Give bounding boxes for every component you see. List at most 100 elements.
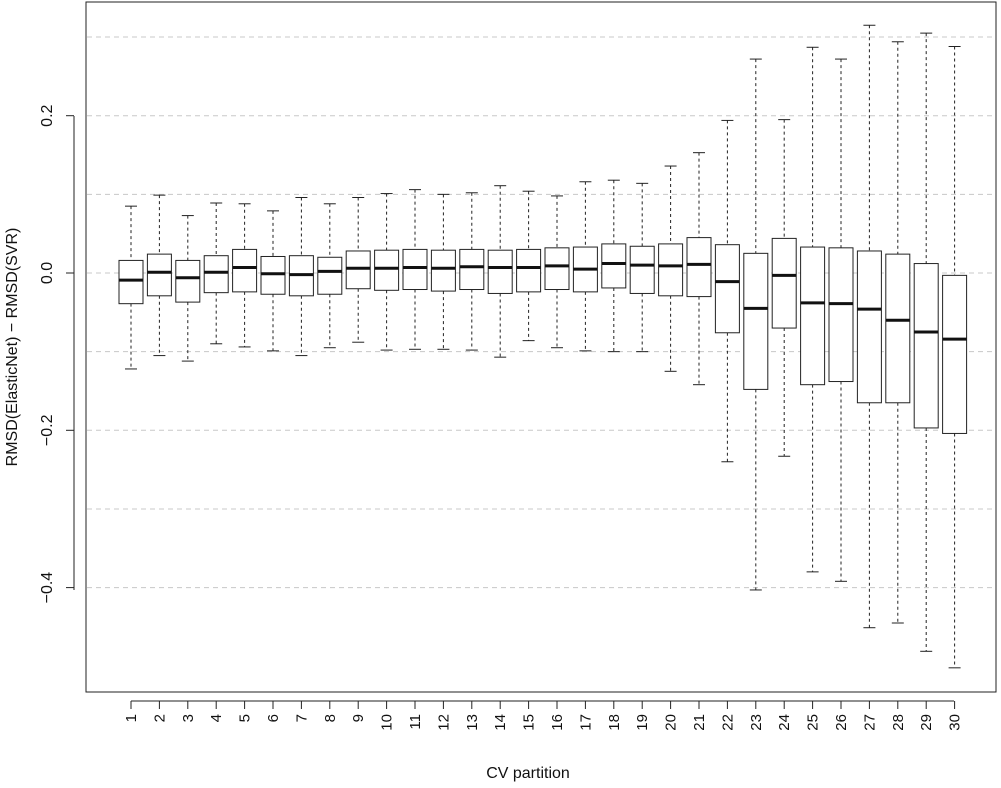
y-tick-label: 0.2: [39, 104, 56, 126]
box-group: [856, 24, 882, 629]
box-body: [260, 255, 286, 295]
box-group: [118, 205, 144, 370]
box-body: [714, 244, 740, 334]
x-tick-label: 14: [492, 714, 509, 731]
box-group: [317, 203, 343, 349]
box-body: [374, 249, 400, 291]
box-body: [885, 253, 911, 404]
y-axis-label: RMSD(ElasticNet) − RMSD(SVR): [4, 228, 21, 467]
box-group: [288, 196, 314, 357]
box-group: [516, 190, 542, 342]
box-body: [743, 252, 769, 390]
box-group: [828, 58, 854, 582]
box-body: [118, 259, 144, 305]
x-tick-label: 28: [890, 714, 907, 731]
x-tick-label: 6: [265, 714, 282, 722]
box-group: [459, 192, 485, 351]
box-body: [800, 246, 826, 386]
x-axis: 1 2 3 4 5 6 7 8 9 10 11 12 13 14 15 16 17 18 19 20 21 22 23 24 2…: [123, 700, 964, 731]
boxes: [118, 24, 968, 669]
x-tick-label: 30: [947, 714, 964, 731]
box-group: [686, 152, 712, 386]
box-group: [800, 46, 826, 573]
box-group: [203, 202, 229, 345]
box-body: [516, 248, 542, 293]
box-body: [459, 248, 485, 291]
x-tick-label: 11: [407, 714, 424, 730]
box-body: [232, 248, 258, 293]
box-group: [146, 194, 172, 357]
box-body: [544, 247, 570, 291]
box-body: [771, 237, 797, 329]
box-group: [175, 215, 201, 362]
x-tick-label: 23: [748, 714, 765, 731]
box-body: [175, 259, 201, 303]
box-body: [203, 255, 229, 294]
box-body: [686, 237, 712, 298]
x-tick-label: 22: [719, 714, 736, 731]
x-tick-label: 1: [123, 714, 140, 722]
box-body: [828, 247, 854, 383]
x-axis-label: CV partition: [486, 765, 570, 782]
box-body: [913, 263, 939, 429]
box-group: [771, 119, 797, 457]
box-body: [487, 249, 513, 294]
x-tick-label: 3: [180, 714, 197, 722]
y-tick-label: −0.4: [39, 572, 56, 604]
x-tick-label: 27: [861, 714, 878, 731]
box-body: [856, 250, 882, 404]
x-tick-label: 25: [805, 714, 822, 731]
y-tick-label: 0.0: [39, 262, 56, 284]
x-tick-label: 13: [464, 714, 481, 731]
box-group: [374, 193, 400, 351]
box-group: [232, 203, 258, 348]
box-group: [658, 165, 684, 372]
box-group: [260, 210, 286, 352]
x-tick-label: 21: [691, 714, 708, 731]
box-group: [430, 193, 456, 350]
box-group: [601, 179, 627, 353]
x-tick-label: 8: [322, 714, 339, 722]
box-group: [345, 196, 371, 343]
box-body: [430, 249, 456, 292]
x-tick-label: 24: [776, 714, 793, 731]
box-body: [402, 248, 428, 291]
box-body: [146, 253, 172, 297]
x-tick-label: 4: [208, 714, 225, 722]
box-group: [629, 182, 655, 353]
box-group: [714, 119, 740, 463]
box-body: [629, 245, 655, 294]
x-tick-label: 29: [918, 714, 935, 731]
x-tick-label: 16: [549, 714, 566, 731]
x-tick-label: 20: [663, 714, 680, 731]
x-tick-label: 5: [237, 714, 254, 722]
box-body: [317, 256, 343, 295]
box-group: [544, 195, 570, 349]
box-group: [942, 45, 968, 669]
x-tick-label: 9: [350, 714, 367, 722]
y-axis: −0.4 −0.2 0.0 0.2: [39, 104, 75, 604]
x-tick-label: 19: [634, 714, 651, 731]
x-tick-label: 17: [577, 714, 594, 731]
box-group: [743, 58, 769, 591]
plot-frame: [85, 1, 997, 693]
box-body: [601, 243, 627, 289]
y-tick-label: −0.2: [39, 414, 56, 446]
x-tick-label: 7: [293, 714, 310, 722]
box-body: [942, 274, 968, 434]
box-body: [658, 243, 684, 297]
box-body: [345, 250, 371, 290]
x-tick-label: 2: [151, 714, 168, 722]
x-tick-label: 15: [521, 714, 538, 731]
x-tick-label: 10: [379, 714, 396, 731]
x-tick-label: 18: [606, 714, 623, 731]
x-tick-label: 26: [833, 714, 850, 731]
box-group: [402, 189, 428, 350]
box-group: [913, 32, 939, 652]
x-tick-label: 12: [435, 714, 452, 731]
box-group: [487, 185, 513, 358]
box-group: [572, 181, 598, 352]
box-group: [885, 41, 911, 624]
